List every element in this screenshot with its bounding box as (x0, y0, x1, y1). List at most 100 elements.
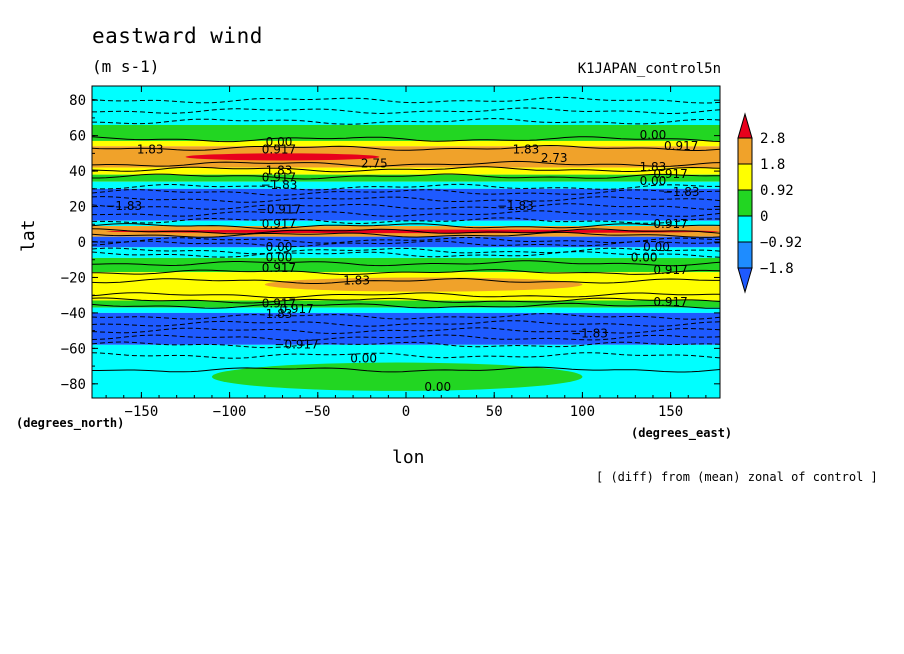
colorbar-segment-4 (737, 241, 753, 269)
contour-label-14: −1.83 (663, 185, 700, 199)
contour-label-18: 0.917 (262, 217, 296, 231)
band-11 (92, 247, 720, 258)
contour-dashed-13 (92, 313, 720, 320)
y-tick-label-8: 80 (69, 93, 86, 109)
y-tick-label-2: −40 (61, 306, 86, 322)
contour-label-23: 0.00 (631, 250, 658, 264)
contour-solid-14 (92, 366, 720, 373)
colorbar-label-5: −1.8 (760, 261, 794, 277)
contour-solid-10 (92, 277, 720, 284)
band-0 (92, 86, 720, 125)
contour-dashed-5 (92, 196, 720, 203)
contour-label-11: 1.83 (640, 160, 667, 174)
contour-label-10: 0.917 (664, 139, 698, 153)
patch-3 (211, 362, 583, 391)
contour-dashed-3 (92, 183, 720, 191)
colorbar-bottom-arrow (737, 267, 753, 294)
band-3 (92, 146, 720, 168)
band-4 (92, 167, 720, 175)
x-tick-label-1: −100 (213, 404, 247, 420)
band-5 (92, 174, 720, 182)
contour-label-27: 0.917 (262, 297, 296, 311)
contour-dashed-7 (92, 210, 720, 217)
dataset-name: K1JAPAN_control5n (577, 61, 721, 77)
chart-units: (m s-1) (92, 57, 160, 76)
contour-label-34: 0.00 (424, 380, 451, 394)
contour-dashed-0 (92, 96, 720, 104)
contour-label-2: 2.75 (361, 157, 388, 171)
contour-dashed-1 (92, 107, 720, 115)
y-tick-label-7: 60 (69, 129, 86, 145)
contour-label-3: 1.83 (266, 164, 293, 178)
x-tick-label-4: 50 (486, 404, 503, 420)
contour-label-0: 0.00 (266, 135, 293, 149)
contour-label-24: 0.917 (262, 261, 296, 275)
contour-label-20: 0.00 (266, 240, 293, 254)
y-tick-label-3: −20 (61, 270, 86, 286)
band-14 (92, 300, 720, 308)
contour-label-31: −1.83 (571, 327, 608, 341)
contour-label-16: −1.83 (497, 199, 534, 213)
contour-label-19: 0.917 (653, 217, 687, 231)
contour-label-13: 0.00 (640, 174, 667, 188)
y-tick-label-0: −80 (61, 377, 86, 393)
contour-label-6: 1.83 (137, 142, 164, 156)
colorbar-top-arrow (737, 112, 753, 139)
contour-dashed-11 (92, 247, 720, 255)
contour-label-21: 0.00 (643, 240, 670, 254)
y-tick-label-5: 20 (69, 200, 86, 216)
band-2 (92, 140, 720, 147)
contour-solid-2 (92, 160, 720, 167)
colorbar-label-1: 1.8 (760, 157, 785, 173)
contour-solid-1 (92, 144, 720, 151)
contour-dashed-18 (92, 352, 720, 359)
contour-label-7: 1.83 (513, 142, 540, 156)
contour-solid-6 (92, 228, 720, 235)
patch-2 (264, 277, 583, 292)
contour-solid-11 (92, 292, 720, 299)
x-tick-label-3: 0 (402, 404, 410, 420)
contour-dashed-8 (92, 217, 720, 225)
x-axis-units: (degrees_east) (631, 426, 733, 440)
y-tick-label-4: 0 (78, 235, 86, 251)
contour-label-8: 2.73 (541, 151, 568, 165)
x-tick-label-0: −150 (125, 404, 159, 420)
contour-dashed-12 (92, 251, 720, 258)
contour-solid-12 (92, 297, 720, 304)
patch-0 (185, 153, 380, 161)
contour-label-30: 1.83 (266, 307, 293, 321)
contour-dashed-17 (92, 341, 720, 349)
contour-label-22: 0.00 (266, 250, 293, 264)
x-axis-label: lon (392, 447, 425, 468)
contour-label-12: 0.917 (653, 167, 687, 181)
colorbar-segment-1 (737, 163, 753, 191)
contour-solid-5 (92, 223, 720, 230)
contour-label-25: 0.917 (653, 263, 687, 277)
contour-dashed-6 (92, 203, 720, 210)
colorbar-segment-3 (737, 215, 753, 243)
contour-solid-9 (92, 269, 720, 276)
colorbar-label-3: 0 (760, 209, 768, 225)
contour-dashed-16 (92, 334, 720, 342)
y-tick-label-6: 40 (69, 164, 86, 180)
contour-label-17: −0.917 (257, 203, 301, 217)
contour-label-4: 0.917 (262, 171, 296, 185)
contour-dashed-14 (92, 320, 720, 327)
contour-dashed-4 (92, 189, 720, 196)
y-axis-units: (degrees_north) (16, 416, 125, 430)
contour-label-26: 1.83 (343, 274, 370, 288)
colorbar-label-4: −0.92 (760, 235, 802, 251)
contour-label-29: 0.917 (279, 302, 313, 316)
x-tick-label-6: 150 (658, 404, 683, 420)
contour-label-33: 0.00 (350, 352, 377, 366)
x-tick-label-5: 100 (570, 404, 595, 420)
patch-4 (458, 132, 618, 141)
contour-label-32: −0.917 (274, 337, 318, 351)
x-tick-label-2: −50 (305, 404, 330, 420)
contour-solid-4 (92, 173, 720, 180)
colorbar-segment-2 (737, 189, 753, 217)
plot-note: [ (diff) from (mean) zonal of control ] (596, 470, 878, 484)
y-tick-label-1: −60 (61, 341, 86, 357)
